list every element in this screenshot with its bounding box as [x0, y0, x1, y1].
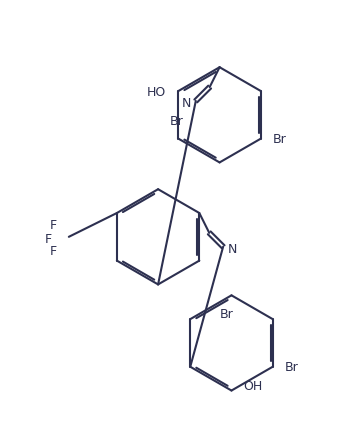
Text: HO: HO: [147, 85, 166, 98]
Text: F: F: [50, 219, 57, 232]
Text: F: F: [45, 233, 52, 246]
Text: N: N: [181, 97, 191, 110]
Text: Br: Br: [170, 114, 183, 127]
Text: Br: Br: [285, 360, 298, 373]
Text: Br: Br: [273, 133, 286, 146]
Text: F: F: [50, 245, 57, 258]
Text: Br: Br: [220, 307, 234, 320]
Text: OH: OH: [243, 379, 263, 392]
Text: N: N: [228, 243, 237, 255]
